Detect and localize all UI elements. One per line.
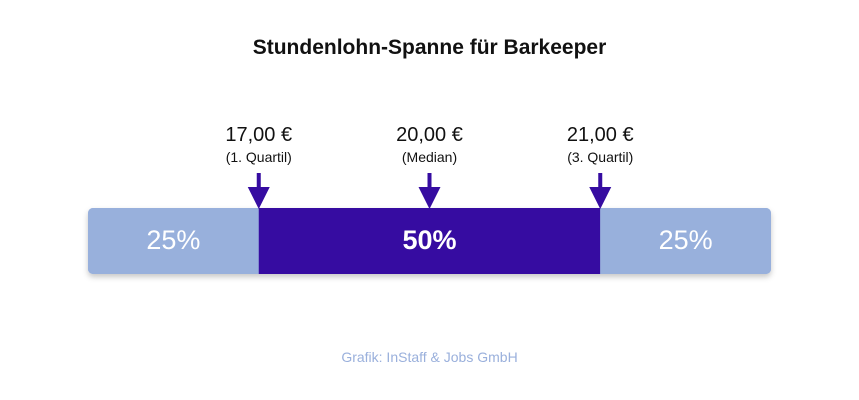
- segment-labels: 25% 50% 25%: [146, 225, 712, 255]
- marker-value-3: 21,00 €: [567, 124, 634, 146]
- marker-value-2: 20,00 €: [396, 124, 463, 146]
- marker-arrow-head-2: [418, 187, 441, 209]
- bar-segment-1: [88, 208, 259, 274]
- quartile-markers: 17,00 € (1. Quartil) 20,00 € (Median) 21,00 …: [225, 124, 634, 209]
- marker-arrow-shaft-3: [598, 173, 603, 188]
- marker-arrow-head-3: [589, 187, 612, 209]
- source-credit: Grafik: InStaff & Jobs GmbH: [341, 349, 518, 365]
- segment-label-1: 25%: [146, 225, 200, 255]
- marker-value-1: 17,00 €: [225, 124, 292, 146]
- marker-note-2: (Median): [402, 149, 457, 165]
- segment-label-3: 25%: [659, 225, 713, 255]
- marker-arrow-shaft-2: [427, 173, 432, 188]
- marker-note-1: (1. Quartil): [226, 149, 292, 165]
- marker-arrow-head-1: [247, 187, 270, 209]
- marker-arrow-shaft-1: [256, 173, 261, 188]
- bar-segment-2: [258, 208, 601, 274]
- segment-label-2: 50%: [402, 225, 456, 255]
- bar-segment-3: [600, 208, 771, 274]
- marker-note-3: (3. Quartil): [567, 149, 633, 165]
- chart-title: Stundenlohn-Spanne für Barkeeper: [252, 36, 607, 59]
- bar-segments: [88, 208, 771, 274]
